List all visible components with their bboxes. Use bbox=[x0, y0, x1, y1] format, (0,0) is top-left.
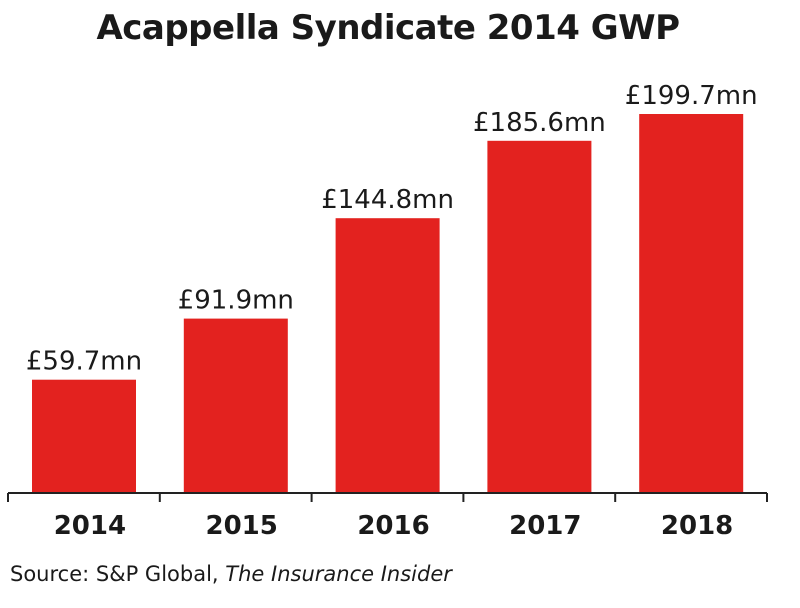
bar-2018 bbox=[639, 114, 744, 493]
bar-2016 bbox=[335, 218, 440, 493]
value-label-2018: £199.7mn bbox=[625, 81, 758, 111]
value-labels-group: £59.7mn £91.9mn £144.8mn £185.6mn £199.7mn bbox=[26, 81, 758, 377]
x-tick-label-2014: 2014 bbox=[54, 511, 126, 541]
source-prefix: Source: S&P Global, bbox=[10, 562, 219, 586]
x-tick-label-2018: 2018 bbox=[661, 511, 733, 541]
value-label-2016: £144.8mn bbox=[321, 185, 454, 215]
bar-2015 bbox=[183, 318, 288, 493]
value-label-2014: £59.7mn bbox=[26, 347, 142, 377]
value-label-2015: £91.9mn bbox=[178, 286, 294, 316]
x-axis bbox=[7, 492, 768, 502]
value-label-2017: £185.6mn bbox=[473, 108, 606, 138]
bar-2017 bbox=[487, 140, 592, 494]
bars-group bbox=[32, 114, 744, 494]
chart-title: Acappella Syndicate 2014 GWP bbox=[96, 8, 680, 48]
x-tick-label-2016: 2016 bbox=[357, 511, 429, 541]
bar-2014 bbox=[32, 379, 136, 493]
source-note: Source: S&P Global, The Insurance Inside… bbox=[10, 562, 452, 586]
x-tick-label-2015: 2015 bbox=[206, 511, 278, 541]
x-tick-labels-group: 2014 2015 2016 2017 2018 bbox=[54, 511, 734, 541]
x-tick-label-2017: 2017 bbox=[509, 511, 581, 541]
source-publication: The Insurance Insider bbox=[225, 562, 452, 586]
